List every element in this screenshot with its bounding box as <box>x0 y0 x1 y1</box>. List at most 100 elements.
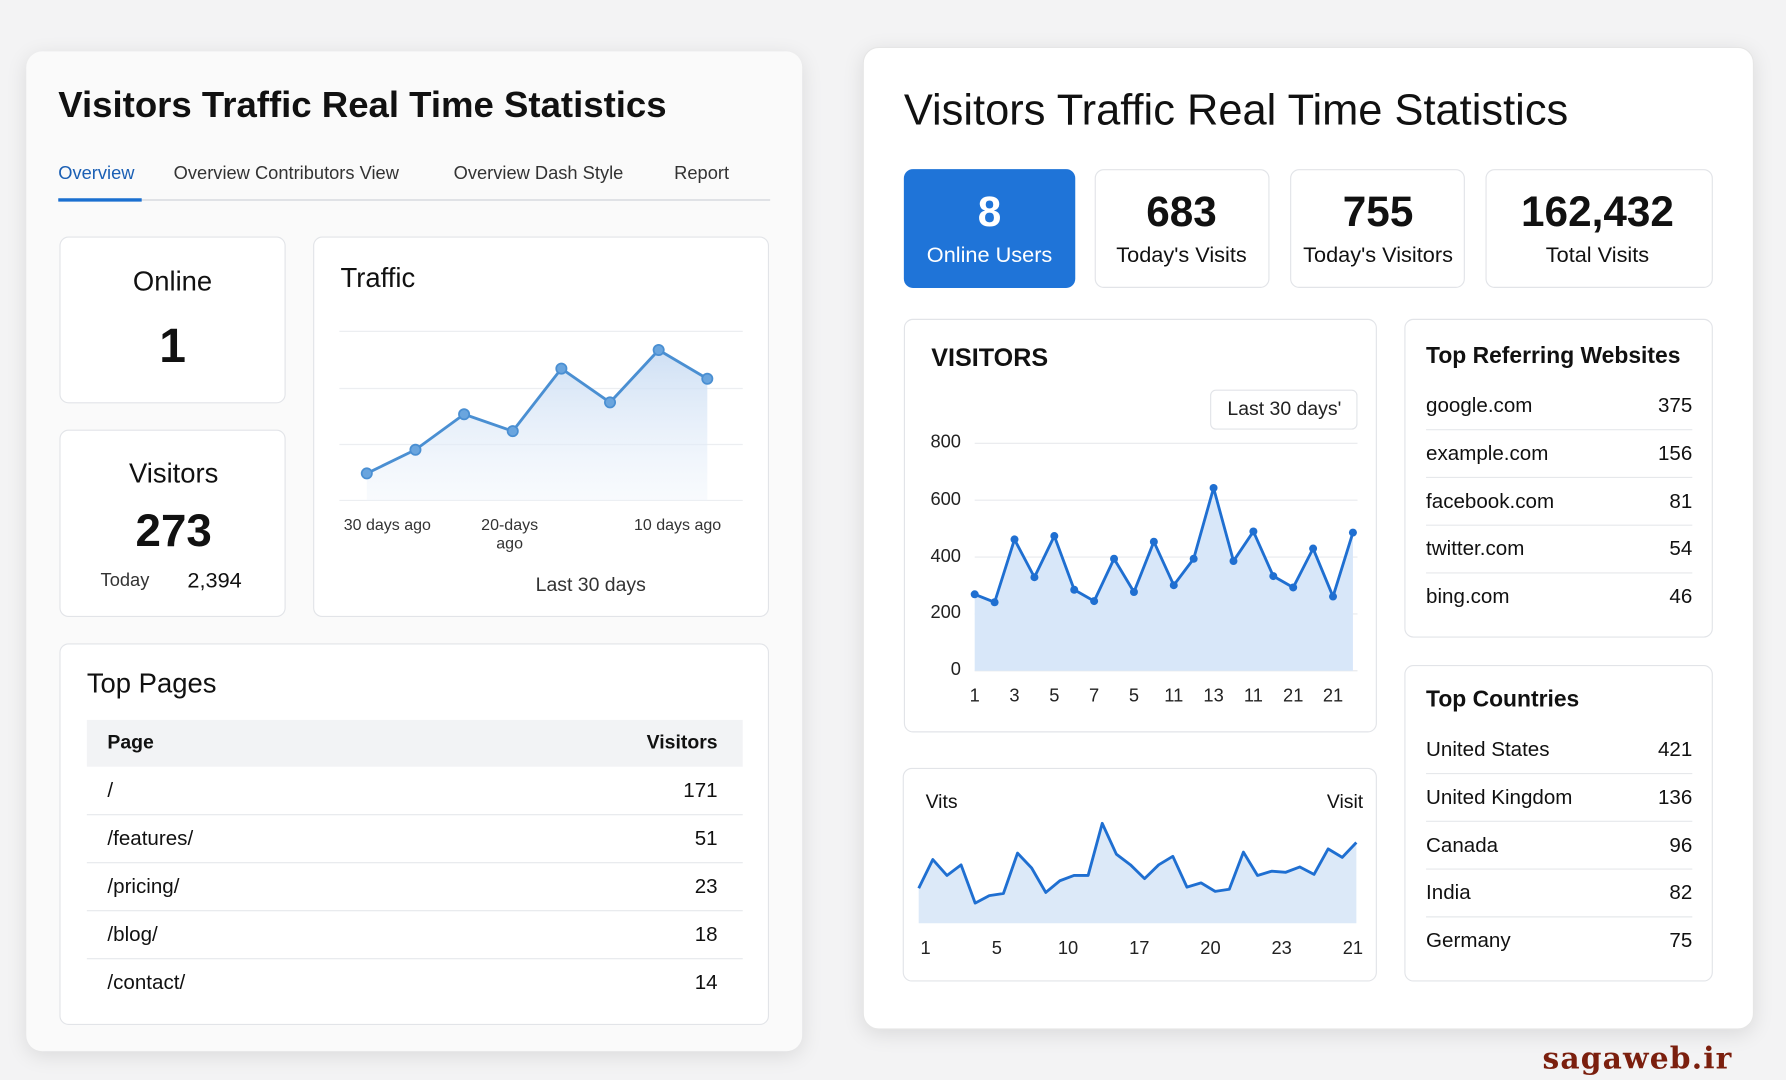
point <box>990 598 999 607</box>
x-tick-label: 11 <box>1243 686 1263 706</box>
stat-value: 755 <box>1342 188 1414 236</box>
point <box>1050 532 1059 541</box>
column-header: Page <box>107 731 154 754</box>
x-tick-label: 3 <box>1009 686 1020 706</box>
point <box>1249 527 1258 536</box>
x-tick-label: 1 <box>969 686 980 706</box>
list-value: 136 <box>1657 785 1693 809</box>
chart-label: Vits <box>925 790 958 813</box>
page-path: /pricing/ <box>107 874 180 898</box>
line <box>917 821 1358 905</box>
stat-card <box>1094 169 1270 288</box>
chart-title: VISITORS <box>931 343 1049 372</box>
panel-title: Visitors Traffic Real Time Statistics <box>903 87 1569 136</box>
page-visitors: 171 <box>683 778 718 802</box>
list-value: 156 <box>1657 441 1693 465</box>
page-path: /contact/ <box>107 970 186 994</box>
point <box>1110 554 1119 563</box>
page-visitors: 14 <box>694 970 718 994</box>
point <box>1070 585 1079 594</box>
list-value: 81 <box>1669 489 1693 513</box>
stat-card <box>1290 169 1465 288</box>
list-name: India <box>1426 881 1471 904</box>
list-value: 75 <box>1669 928 1693 952</box>
point <box>1030 573 1039 582</box>
point <box>1209 483 1218 492</box>
online-value: 1 <box>159 318 186 373</box>
list-name: google.com <box>1426 393 1533 417</box>
x-tick-label: 11 <box>1164 686 1184 706</box>
chart-footer: Last 30 days <box>535 573 646 596</box>
x-tick-label: 10 days ago <box>634 515 722 534</box>
stat-card <box>1485 169 1713 288</box>
x-tick-label: 10 <box>1057 939 1079 959</box>
range-button-label[interactable]: Last 30 days' <box>1227 397 1342 420</box>
point <box>1309 544 1318 553</box>
point <box>604 396 617 409</box>
line <box>366 348 709 475</box>
y-tick-label: 800 <box>930 432 961 453</box>
x-tick-label: 13 <box>1203 686 1224 706</box>
y-tick-label: 600 <box>930 489 961 510</box>
point <box>1129 588 1138 597</box>
list-value: 54 <box>1669 537 1693 560</box>
area <box>974 487 1353 671</box>
list-name: bing.com <box>1426 584 1510 608</box>
chart-title: Traffic <box>340 263 416 294</box>
section-title: Top Referring Websites <box>1426 343 1681 369</box>
x-tick-label: 5 <box>1128 686 1140 706</box>
area <box>366 349 708 501</box>
list-name: twitter.com <box>1426 537 1525 560</box>
point <box>1329 592 1338 601</box>
list-value: 421 <box>1657 737 1693 761</box>
y-tick-label: 400 <box>930 546 961 566</box>
list-name: Canada <box>1426 833 1499 857</box>
panel-title: Visitors Traffic Real Time Statistics <box>58 84 667 126</box>
list-value: 375 <box>1657 393 1693 417</box>
x-tick-label: 30 days ago <box>343 515 431 534</box>
column-header: Visitors <box>646 731 718 754</box>
list-value: 96 <box>1669 833 1693 857</box>
visitors-card <box>59 429 286 618</box>
x-tick-label: 20 <box>1200 939 1221 959</box>
page-path: / <box>107 778 114 802</box>
list-name: United States <box>1426 737 1550 761</box>
x-tick-label: 1 <box>920 939 931 959</box>
page-path: /blog/ <box>107 922 158 946</box>
point <box>1189 554 1198 563</box>
tab[interactable]: Report <box>674 164 730 184</box>
point <box>1348 528 1357 537</box>
referrers-card <box>1404 318 1713 638</box>
page-visitors: 18 <box>694 922 718 946</box>
point <box>1289 583 1298 592</box>
stat-value: 8 <box>977 188 1002 236</box>
point <box>701 372 714 385</box>
point <box>1149 537 1158 546</box>
list-name: Germany <box>1426 928 1511 952</box>
x-tick-label: 7 <box>1089 686 1100 706</box>
chart-label: Visit <box>1326 790 1364 813</box>
stat-label: Today's Visits <box>1116 243 1247 268</box>
top-pages-card <box>59 643 770 1025</box>
visitors-value: 273 <box>135 506 212 557</box>
point <box>1269 572 1278 581</box>
stat-value: 683 <box>1146 188 1217 236</box>
page-visitors: 23 <box>694 874 718 898</box>
x-tick-label: 21 <box>1283 686 1304 706</box>
section-title: Top Countries <box>1426 687 1580 713</box>
page-path: /features/ <box>107 826 194 850</box>
y-tick-label: 0 <box>950 660 961 680</box>
x-tick-label: 5 <box>1049 686 1060 706</box>
point <box>1010 535 1019 544</box>
tab[interactable]: Overview Contributors View <box>173 164 399 184</box>
x-tick-label: 5 <box>991 939 1002 959</box>
online-card <box>59 236 286 404</box>
tab[interactable]: Overview <box>58 164 135 184</box>
range-button[interactable] <box>1210 389 1358 430</box>
point <box>409 443 422 456</box>
x-tick-label: 21 <box>1322 686 1344 706</box>
list-value: 82 <box>1669 881 1693 904</box>
tab[interactable]: Overview Dash Style <box>453 164 624 184</box>
point <box>1169 581 1178 590</box>
